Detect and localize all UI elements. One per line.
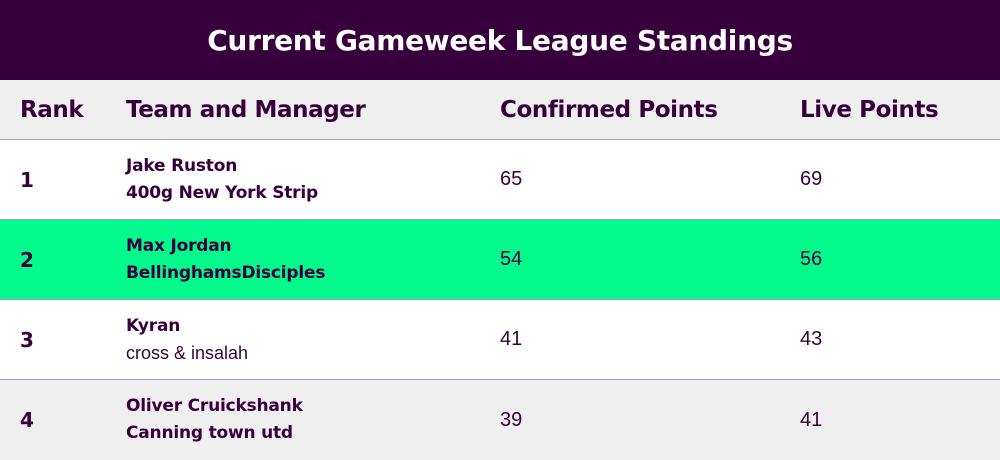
standings-table: Rank Team and Manager Confirmed Points L…: [0, 80, 1000, 460]
table-row[interactable]: 1 Jake Ruston 400g New York Strip 65 69: [0, 140, 1000, 220]
team-cell: Kyran cross & insalah: [126, 300, 486, 379]
column-header-confirmed-points: Confirmed Points: [500, 96, 718, 123]
rank-cell: 4: [20, 408, 34, 432]
confirmed-points-cell: 65: [500, 168, 523, 190]
column-header-team: Team and Manager: [126, 96, 366, 123]
rank-cell: 1: [20, 167, 34, 192]
manager-name: Oliver Cruickshank: [126, 396, 303, 416]
team-name[interactable]: 400g New York Strip: [126, 182, 318, 203]
team-name[interactable]: cross & insalah: [126, 342, 249, 363]
confirmed-points-cell: 41: [500, 328, 523, 350]
table-row[interactable]: 3 Kyran cross & insalah 41 43: [0, 300, 1000, 380]
rank-cell: 3: [20, 327, 34, 352]
confirmed-points-cell: 54: [500, 248, 523, 270]
team-cell: Oliver Cruickshank Canning town utd: [126, 380, 486, 460]
table-header-row: Rank Team and Manager Confirmed Points L…: [0, 80, 1000, 140]
manager-name: Kyran: [126, 315, 181, 336]
team-name[interactable]: Canning town utd: [126, 423, 293, 443]
live-points-cell: 41: [800, 408, 823, 431]
column-header-live-points: Live Points: [800, 96, 939, 123]
column-header-rank: Rank: [20, 96, 84, 123]
confirmed-points-cell: 39: [500, 408, 523, 431]
team-name[interactable]: BellinghamsDisciples: [126, 262, 326, 283]
live-points-cell: 43: [800, 328, 823, 350]
live-points-cell: 69: [800, 168, 823, 190]
manager-name: Jake Ruston: [126, 155, 238, 176]
rank-cell: 2: [20, 247, 34, 272]
manager-name: Max Jordan: [126, 235, 232, 256]
team-cell: Jake Ruston 400g New York Strip: [126, 140, 486, 219]
live-points-cell: 56: [800, 248, 823, 270]
table-row-highlighted[interactable]: 2 Max Jordan BellinghamsDisciples 54 56: [0, 220, 1000, 300]
standings-title: Current Gameweek League Standings: [0, 0, 1000, 80]
table-row[interactable]: 4 Oliver Cruickshank Canning town utd 39…: [0, 380, 1000, 460]
team-cell: Max Jordan BellinghamsDisciples: [126, 220, 486, 299]
